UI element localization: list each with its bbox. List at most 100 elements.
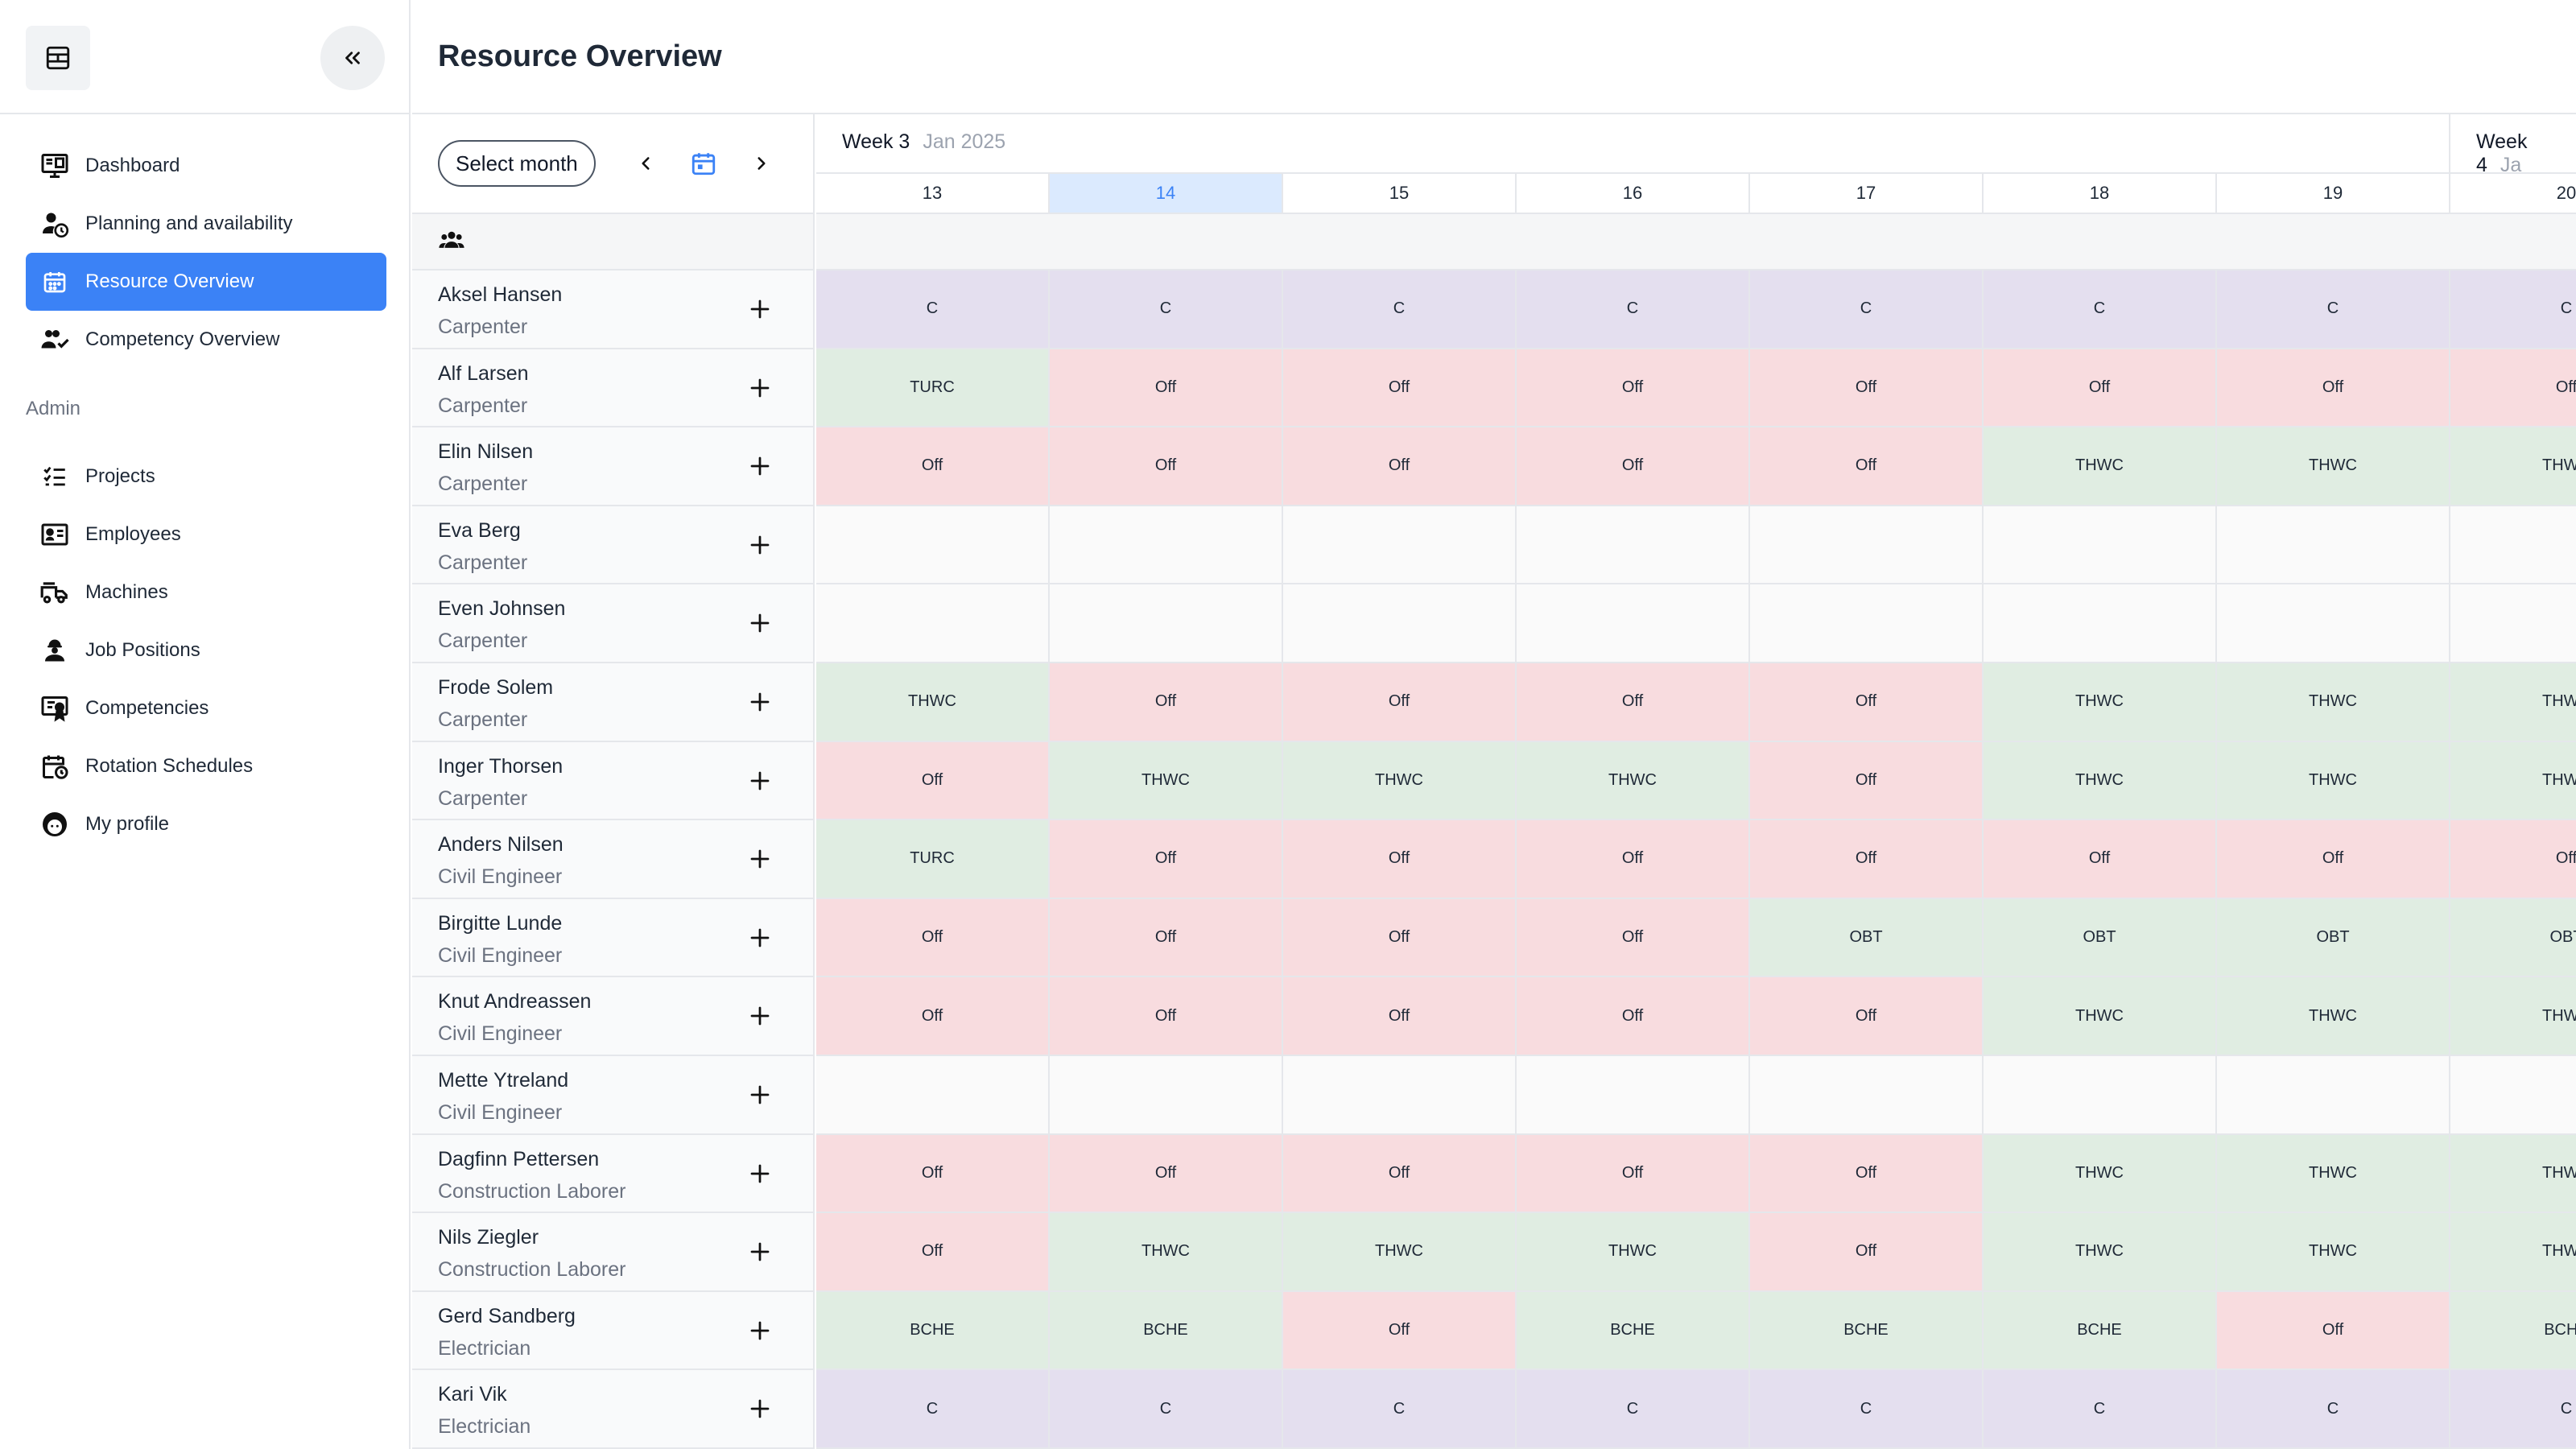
schedule-cell[interactable]: Off bbox=[816, 898, 1050, 976]
schedule-cell[interactable]: Off bbox=[816, 1213, 1050, 1290]
schedule-cell[interactable]: Off bbox=[1050, 427, 1283, 505]
schedule-cell[interactable]: Off bbox=[2217, 1291, 2450, 1369]
schedule-cell[interactable] bbox=[1283, 506, 1517, 584]
schedule-cell[interactable]: C bbox=[2217, 270, 2450, 348]
collapse-sidebar-button[interactable] bbox=[320, 26, 385, 90]
schedule-cell[interactable]: C bbox=[1517, 1370, 1750, 1447]
schedule-cell[interactable]: THWC bbox=[1283, 1213, 1517, 1290]
schedule-cell[interactable]: Off bbox=[1517, 977, 1750, 1055]
schedule-cell[interactable]: Off bbox=[1984, 820, 2217, 898]
employee-name[interactable]: Inger Thorsen bbox=[438, 754, 564, 778]
schedule-cell[interactable]: BCHE bbox=[2450, 1291, 2576, 1369]
schedule-cell[interactable]: Off bbox=[1750, 663, 1984, 741]
schedule-cell[interactable]: THWC bbox=[1984, 1213, 2217, 1290]
schedule-cell[interactable]: C bbox=[1984, 270, 2217, 348]
employee-name[interactable]: Nils Ziegler bbox=[438, 1226, 539, 1249]
schedule-cell[interactable]: THWC bbox=[2450, 663, 2576, 741]
schedule-cell[interactable]: Off bbox=[816, 741, 1050, 819]
schedule-cell[interactable]: C bbox=[2217, 1370, 2450, 1447]
schedule-cell[interactable]: Off bbox=[1050, 977, 1283, 1055]
schedule-cell[interactable]: TURC bbox=[816, 349, 1050, 427]
schedule-cell[interactable]: OBT bbox=[2217, 898, 2450, 976]
schedule-cell[interactable]: THWC bbox=[1984, 427, 2217, 505]
schedule-cell[interactable]: Off bbox=[1517, 1134, 1750, 1212]
plus-icon[interactable] bbox=[744, 529, 776, 561]
schedule-cell[interactable]: Off bbox=[1283, 1291, 1517, 1369]
plus-icon[interactable] bbox=[744, 450, 776, 482]
schedule-cell[interactable] bbox=[2217, 506, 2450, 584]
schedule-cell[interactable]: OBT bbox=[1984, 898, 2217, 976]
employee-name[interactable]: Alf Larsen bbox=[438, 361, 529, 385]
schedule-cell[interactable]: Off bbox=[816, 977, 1050, 1055]
employee-name[interactable]: Knut Andreassen bbox=[438, 990, 592, 1013]
schedule-cell[interactable]: THWC bbox=[1517, 741, 1750, 819]
schedule-cell[interactable]: THWC bbox=[2217, 977, 2450, 1055]
schedule-cell[interactable]: THWC bbox=[1050, 741, 1283, 819]
schedule-cell[interactable]: Off bbox=[1050, 1134, 1283, 1212]
employee-name[interactable]: Kari Vik bbox=[438, 1383, 507, 1406]
sidebar-item-my-profile[interactable]: My profile bbox=[26, 795, 386, 853]
schedule-cell[interactable]: BCHE bbox=[1750, 1291, 1984, 1369]
app-logo-icon[interactable] bbox=[26, 26, 90, 90]
plus-icon[interactable] bbox=[744, 1315, 776, 1347]
schedule-cell[interactable] bbox=[1750, 1055, 1984, 1133]
schedule-cell[interactable]: Off bbox=[2217, 820, 2450, 898]
plus-icon[interactable] bbox=[744, 1000, 776, 1032]
schedule-cell[interactable]: THWC bbox=[2217, 741, 2450, 819]
schedule-cell[interactable]: THWC bbox=[1984, 663, 2217, 741]
sidebar-item-planning-and-availability[interactable]: Planning and availability bbox=[26, 195, 386, 253]
schedule-cell[interactable]: Off bbox=[816, 1134, 1050, 1212]
plus-icon[interactable] bbox=[744, 1236, 776, 1268]
schedule-cell[interactable]: C bbox=[1283, 270, 1517, 348]
schedule-cell[interactable] bbox=[2217, 584, 2450, 662]
schedule-cell[interactable]: OBT bbox=[1750, 898, 1984, 976]
schedule-cell[interactable] bbox=[816, 1055, 1050, 1133]
schedule-cell[interactable]: Off bbox=[2217, 349, 2450, 427]
schedule-cell[interactable]: Off bbox=[2450, 349, 2576, 427]
employee-name[interactable]: Elin Nilsen bbox=[438, 440, 534, 464]
schedule-cell[interactable]: Off bbox=[1750, 977, 1984, 1055]
schedule-cell[interactable]: THWC bbox=[2217, 663, 2450, 741]
schedule-cell[interactable]: BCHE bbox=[1050, 1291, 1283, 1369]
schedule-cell[interactable] bbox=[2450, 1055, 2576, 1133]
schedule-cell[interactable]: Off bbox=[1517, 427, 1750, 505]
plus-icon[interactable] bbox=[744, 1393, 776, 1425]
chevron-right-icon[interactable] bbox=[741, 142, 782, 184]
schedule-cell[interactable]: BCHE bbox=[816, 1291, 1050, 1369]
schedule-cell[interactable] bbox=[2217, 1055, 2450, 1133]
employee-name[interactable]: Dagfinn Pettersen bbox=[438, 1147, 600, 1170]
schedule-cell[interactable]: Off bbox=[1517, 349, 1750, 427]
chevron-left-icon[interactable] bbox=[625, 142, 667, 184]
schedule-cell[interactable]: Off bbox=[1283, 1134, 1517, 1212]
schedule-cell[interactable]: C bbox=[1050, 1370, 1283, 1447]
plus-icon[interactable] bbox=[744, 843, 776, 875]
schedule-cell[interactable]: Off bbox=[1050, 663, 1283, 741]
plus-icon[interactable] bbox=[744, 765, 776, 797]
schedule-cell[interactable]: Off bbox=[1050, 349, 1283, 427]
schedule-cell[interactable]: OBT bbox=[2450, 898, 2576, 976]
schedule-cell[interactable]: C bbox=[1984, 1370, 2217, 1447]
sidebar-item-machines[interactable]: Machines bbox=[26, 564, 386, 621]
schedule-cell[interactable]: Off bbox=[1517, 663, 1750, 741]
schedule-cell[interactable] bbox=[1517, 584, 1750, 662]
schedule-cell[interactable] bbox=[1750, 584, 1984, 662]
schedule-cell[interactable]: Off bbox=[816, 427, 1050, 505]
schedule-cell[interactable] bbox=[1283, 1055, 1517, 1133]
schedule-cell[interactable]: Off bbox=[1050, 820, 1283, 898]
schedule-cell[interactable] bbox=[1517, 1055, 1750, 1133]
sidebar-item-resource-overview[interactable]: Resource Overview bbox=[26, 253, 386, 311]
schedule-cell[interactable]: Off bbox=[1283, 977, 1517, 1055]
schedule-cell[interactable]: TURC bbox=[816, 820, 1050, 898]
plus-icon[interactable] bbox=[744, 922, 776, 954]
schedule-cell[interactable]: C bbox=[1517, 270, 1750, 348]
employee-name[interactable]: Anders Nilsen bbox=[438, 833, 564, 857]
sidebar-item-competencies[interactable]: Competencies bbox=[26, 679, 386, 737]
employee-name[interactable]: Gerd Sandberg bbox=[438, 1304, 576, 1327]
schedule-cell[interactable]: Off bbox=[1750, 820, 1984, 898]
schedule-cell[interactable] bbox=[2450, 584, 2576, 662]
schedule-cell[interactable]: C bbox=[816, 270, 1050, 348]
schedule-cell[interactable]: THWC bbox=[1984, 741, 2217, 819]
schedule-cell[interactable]: THWC bbox=[2217, 1213, 2450, 1290]
schedule-cell[interactable]: THWC bbox=[2450, 427, 2576, 505]
schedule-cell[interactable]: Off bbox=[1050, 898, 1283, 976]
